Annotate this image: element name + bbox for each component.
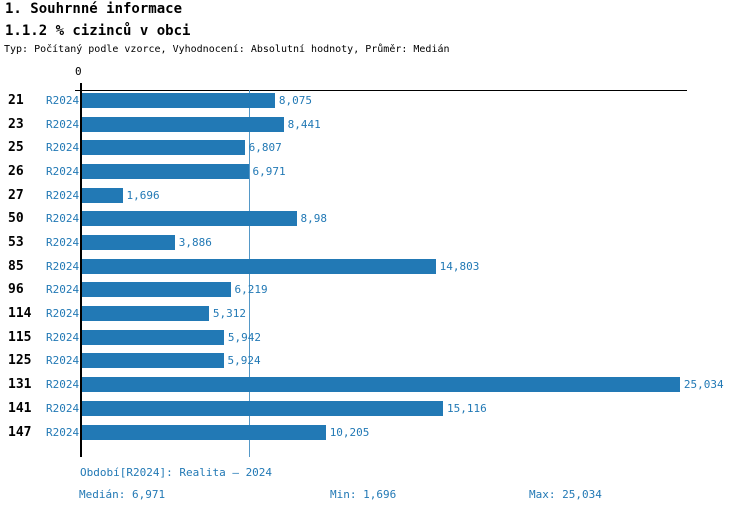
bar [82, 424, 326, 440]
x-axis-zero-tick-label: 0 [75, 65, 82, 78]
row-series-label: R2024 [46, 236, 80, 250]
bar-value-label: 6,807 [248, 141, 282, 155]
bar-value-label: 5,312 [212, 307, 247, 321]
row-series-label: R2024 [46, 259, 80, 273]
bar [82, 400, 443, 416]
chart-title: 1.1.2 % cizinců v obci [5, 23, 191, 39]
y-axis-line [80, 83, 82, 457]
bar-value-label: 6,219 [234, 283, 268, 297]
row-series-label: R2024 [46, 117, 80, 131]
bar-value-label: 8,98 [300, 212, 328, 226]
bar [82, 282, 231, 298]
footer-median-stat: Medián: 6,971 [79, 488, 166, 501]
bar-value-label: 15,116 [447, 401, 487, 415]
bar [82, 187, 123, 203]
row-number-label: 114 [8, 306, 32, 322]
row-series-label: R2024 [46, 94, 80, 107]
row-number-label: 50 [8, 211, 24, 227]
row-number-label: 25 [8, 140, 24, 156]
bar [82, 353, 224, 369]
row-number-label: 85 [8, 258, 24, 274]
row-series-label: R2024 [46, 330, 80, 344]
row-series-label: R2024 [46, 212, 80, 226]
bar [82, 140, 245, 156]
bar [82, 116, 284, 132]
bar-value-label: 14,803 [439, 259, 480, 273]
bar-value-label: 8,075 [278, 94, 313, 107]
row-number-label: 131 [8, 377, 32, 393]
footer-period-label: Období[R2024]: Realita – 2024 [80, 466, 273, 479]
footer-min-stat: Min: 1,696 [330, 488, 397, 501]
row-series-label: R2024 [46, 165, 80, 179]
bar [82, 329, 224, 345]
bar [82, 235, 175, 251]
page-title: 1. Souhrnné informace [5, 1, 183, 17]
row-series-label: R2024 [46, 141, 80, 155]
bar-value-label: 5,924 [227, 354, 261, 368]
bar-value-label: 1,696 [126, 188, 160, 202]
bar-value-label: 3,886 [178, 236, 212, 250]
bar [82, 93, 275, 108]
row-series-label: R2024 [46, 401, 80, 415]
row-series-label: R2024 [46, 425, 80, 439]
footer-max-stat: Max: 25,034 [529, 488, 602, 501]
chart-meta-info: Typ: Počítaný podle vzorce, Vyhodnocení:… [4, 44, 450, 55]
x-axis-line [75, 90, 687, 91]
bar [82, 377, 680, 393]
row-number-label: 125 [8, 353, 32, 369]
row-number-label: 141 [8, 400, 32, 416]
row-number-label: 26 [8, 164, 24, 180]
row-number-label: 147 [8, 424, 32, 440]
bar [82, 306, 209, 322]
row-number-label: 23 [8, 116, 24, 132]
bar-value-label: 8,441 [287, 117, 321, 131]
bar [82, 164, 249, 180]
bar-value-label: 5,942 [227, 330, 262, 344]
bar [82, 258, 436, 274]
bar [82, 211, 297, 227]
bar-value-label: 25,034 [683, 378, 724, 392]
row-number-label: 96 [8, 282, 24, 298]
row-series-label: R2024 [46, 354, 80, 368]
row-series-label: R2024 [46, 307, 80, 321]
row-number-label: 53 [8, 235, 24, 251]
row-series-label: R2024 [46, 378, 80, 392]
row-series-label: R2024 [46, 188, 80, 202]
bar-value-label: 10,205 [329, 425, 370, 439]
bar-value-label: 6,971 [252, 165, 286, 179]
row-series-label: R2024 [46, 283, 80, 297]
row-number-label: 115 [8, 329, 32, 345]
row-number-label: 27 [8, 187, 24, 203]
row-number-label: 21 [8, 93, 24, 108]
